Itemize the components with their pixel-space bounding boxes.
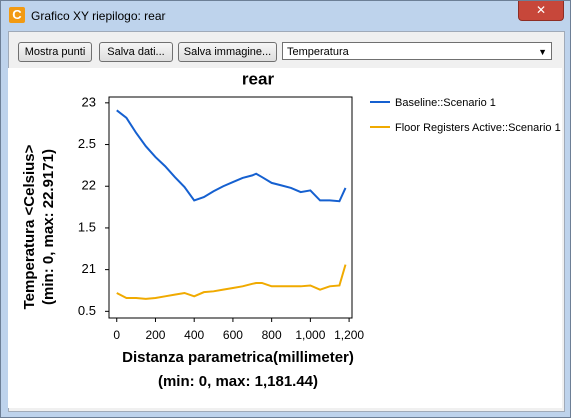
y-tick-label: 1.5 <box>78 219 96 234</box>
legend-label: Floor Registers Active::Scenario 1 <box>395 122 561 134</box>
close-button[interactable]: ✕ <box>518 1 564 21</box>
x-tick-label: 600 <box>223 328 243 342</box>
data-line <box>116 109 347 203</box>
x-axis-label: (min: 0, max: 1,181.44) <box>158 373 318 390</box>
x-tick-label: 200 <box>145 328 165 342</box>
y-tick-label: 2.5 <box>78 136 96 151</box>
y-tick-label: 23 <box>82 94 96 109</box>
x-tick-label: 800 <box>262 328 282 342</box>
y-tick-label: 22 <box>82 178 96 193</box>
window-title: Grafico XY riepilogo: rear <box>31 9 166 23</box>
data-line <box>116 264 347 300</box>
plot-frame <box>108 96 353 319</box>
legend-label: Baseline::Scenario 1 <box>395 97 496 109</box>
dropdown[interactable]: Temperatura ▼ <box>282 42 552 60</box>
y-tick-label: 0.5 <box>78 303 96 318</box>
app-icon: C <box>9 7 25 23</box>
x-tick-label: 1,200 <box>334 328 364 342</box>
dropdown-value: Temperatura <box>287 46 349 58</box>
dropdown-arrow: ▼ <box>538 47 547 57</box>
x-tick-label: 400 <box>184 328 204 342</box>
chart-title: rear <box>242 69 275 88</box>
button[interactable]: Mostra punti <box>18 42 92 62</box>
y-axis-label: Temperatura <Celsius> <box>21 144 38 309</box>
x-tick-label: 1,000 <box>295 328 325 342</box>
title-bar: C Grafico XY riepilogo: rear ✕ <box>1 1 570 31</box>
button[interactable]: Salva immagine... <box>178 42 277 62</box>
button[interactable]: Salva dati... <box>99 42 173 62</box>
y-tick-label: 21 <box>82 261 96 276</box>
x-tick-label: 0 <box>113 328 120 342</box>
chart-background <box>8 68 562 408</box>
y-axis-label: (min: 0, max: 22.9171) <box>40 149 57 305</box>
x-axis-label: Distanza parametrica(millimeter) <box>122 349 354 366</box>
